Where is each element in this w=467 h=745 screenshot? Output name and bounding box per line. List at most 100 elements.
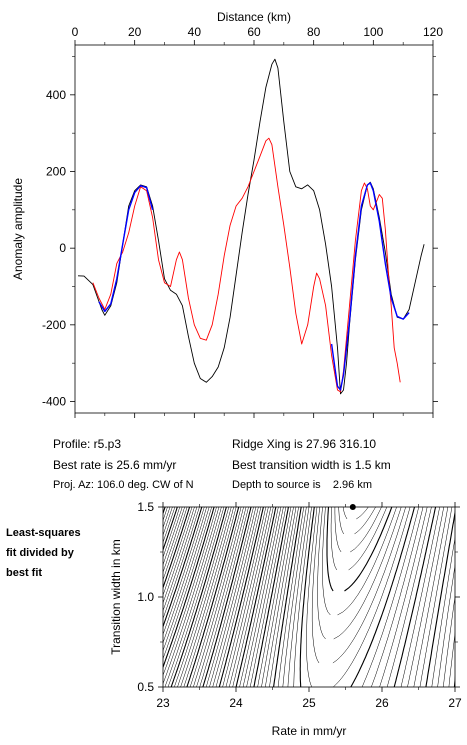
contour-line	[180, 507, 234, 687]
contour-line	[215, 507, 262, 687]
y-tick-label-2: 0	[59, 241, 66, 255]
contour-line	[246, 507, 284, 687]
contour-y-axis-title: Transition width in km	[109, 539, 123, 655]
contour-line	[407, 507, 445, 687]
contour-line	[334, 507, 342, 553]
contour-line	[232, 507, 274, 687]
contour-line	[413, 507, 449, 687]
contour-line	[222, 507, 267, 687]
contour-line	[356, 507, 369, 520]
contour-line	[163, 507, 203, 629]
contour-line	[163, 507, 212, 660]
contour-line	[225, 507, 269, 687]
profile-label: Profile: r5.p3	[53, 437, 122, 451]
contour-line	[287, 507, 310, 687]
x-tick-label-2: 40	[188, 25, 202, 39]
contour-line	[338, 507, 344, 535]
contour-line	[344, 507, 393, 592]
contour-line	[202, 507, 252, 687]
contour-line	[257, 507, 292, 687]
contour-note-line-3: best fit	[6, 567, 43, 579]
contour-line	[371, 507, 424, 687]
best-transition-width-label: Best transition width is 1.5 km	[232, 458, 391, 472]
contour-line	[460, 507, 467, 687]
contour-line	[163, 507, 217, 676]
x-tick-label-1: 20	[128, 25, 142, 39]
contour-y-tick-label-2: 1.5	[137, 500, 154, 514]
contour-line	[164, 507, 222, 687]
contour-line	[209, 507, 257, 687]
contour-line	[425, 509, 455, 687]
projection-azimuth-label: Proj. Az: 106.0 deg. CW of N	[53, 479, 194, 491]
contour-line	[419, 507, 453, 687]
anomaly-profile-chart: 0 20 40 60 80 100 120 Distance (km) -400 -200 0 200…	[11, 10, 443, 418]
contour-line	[326, 507, 334, 592]
series-line-2	[98, 184, 154, 313]
x-axis-title: Distance (km)	[217, 10, 291, 24]
x-tick-label-4: 80	[307, 25, 321, 39]
contour-line	[189, 507, 242, 687]
contour-line	[170, 507, 227, 687]
best-fit-marker	[349, 504, 356, 510]
contour-line	[311, 507, 321, 664]
contour-x-tick-label-0: 23	[156, 696, 170, 710]
x-tick-label-0: 0	[72, 25, 79, 39]
contour-line	[163, 507, 200, 620]
contour-line	[186, 507, 240, 687]
contour-line	[193, 507, 244, 687]
x-tick-label-6: 120	[423, 25, 443, 39]
contour-line	[163, 507, 198, 612]
contour-line	[235, 507, 277, 687]
contour-line	[196, 507, 247, 687]
contour-y-tick-label-1: 1.0	[137, 590, 154, 604]
contour-line	[393, 507, 437, 687]
contour-line	[332, 507, 406, 664]
contour-line	[253, 507, 289, 687]
contour-x-tick-label-3: 26	[375, 696, 389, 710]
contour-line	[379, 507, 428, 687]
contour-line	[239, 507, 279, 687]
contour-line	[299, 507, 315, 687]
contour-line	[163, 507, 181, 558]
best-rate-label: Best rate is 25.6 mm/yr	[53, 458, 177, 472]
series-line-1	[92, 137, 401, 393]
contour-line	[342, 507, 348, 520]
contour-note: Least-squares fit divided by best fit	[6, 523, 106, 583]
contour-line	[354, 507, 376, 535]
contour-line	[163, 507, 188, 581]
contour-line	[269, 507, 299, 687]
contour-line	[163, 507, 176, 544]
contour-line	[249, 507, 287, 687]
contour-line	[361, 507, 420, 687]
contour-line	[163, 507, 215, 669]
contour-line	[400, 507, 440, 687]
contour-x-tick-label-4: 27	[448, 696, 462, 710]
y-tick-label-0: -400	[42, 395, 66, 409]
contour-line	[437, 563, 455, 687]
contour-line	[174, 507, 230, 687]
contour-line	[333, 507, 402, 640]
contour-line	[163, 507, 168, 522]
contour-line	[277, 507, 305, 687]
contour-line	[163, 507, 185, 573]
contour-line	[337, 507, 397, 616]
contour-line	[448, 631, 455, 687]
contour-line	[242, 507, 282, 687]
y-tick-label-4: 400	[46, 88, 66, 102]
contour-line	[163, 507, 178, 552]
contour-frame	[162, 506, 456, 688]
contour-line	[212, 507, 259, 687]
y-tick-label-1: -200	[42, 318, 66, 332]
contour-line	[350, 507, 382, 553]
contour-y-tick-label-0: 0.5	[137, 680, 154, 694]
contour-line	[333, 507, 411, 687]
contour-note-line-1: Least-squares	[6, 527, 81, 539]
contour-x-axis-title: Rate in mm/yr	[272, 724, 347, 738]
contour-line	[183, 507, 237, 687]
contour-line	[431, 536, 455, 687]
contour-line	[350, 507, 416, 687]
contour-line	[265, 507, 297, 687]
contour-line	[163, 507, 207, 644]
x-tick-label-5: 100	[363, 25, 383, 39]
